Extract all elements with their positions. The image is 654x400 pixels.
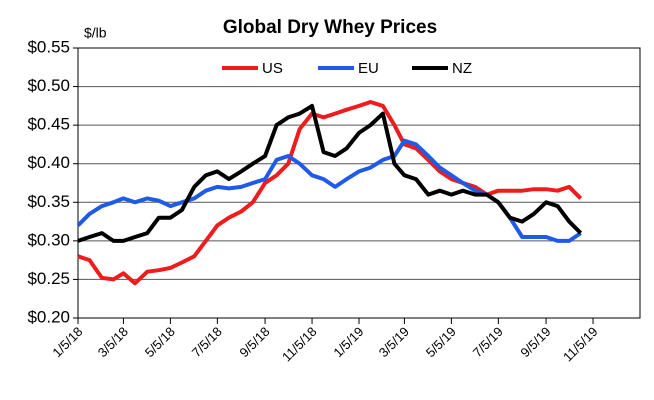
x-tick-label: 1/5/18 [49,324,85,360]
line-series [77,100,583,286]
y-tick-label: $0.45 [27,115,70,134]
unit-label: $/lb [84,25,107,41]
line-series [77,103,583,243]
x-tick-label: 9/5/18 [236,324,272,360]
y-tick-label: $0.40 [27,153,70,172]
plot-border [77,47,641,319]
y-tick-label: $0.50 [27,76,70,95]
x-tick-label: 5/5/19 [423,324,459,360]
x-tick-label: 5/5/18 [142,324,178,360]
x-tick-label: 9/5/19 [517,324,553,360]
x-tick-label: 1/5/19 [330,324,366,360]
chart-title: Global Dry Whey Prices [223,17,437,38]
x-tick-label: 11/5/18 [279,324,320,365]
y-tick-label: $0.35 [27,192,70,211]
legend-label: US [262,60,283,77]
x-tick-label: 11/5/19 [560,324,601,365]
legend-label: EU [358,60,379,77]
x-tick-label: 3/5/19 [376,324,412,360]
y-tick-label: $0.25 [27,269,70,288]
x-tick-label: 7/5/18 [189,324,225,360]
y-tick-label: $0.20 [27,307,70,326]
x-tick-label: 7/5/19 [470,324,506,360]
y-tick-label: $0.30 [27,230,70,249]
y-tick-label: $0.55 [27,37,70,56]
legend-label: NZ [452,60,472,77]
x-tick-label: 3/5/18 [95,324,131,360]
